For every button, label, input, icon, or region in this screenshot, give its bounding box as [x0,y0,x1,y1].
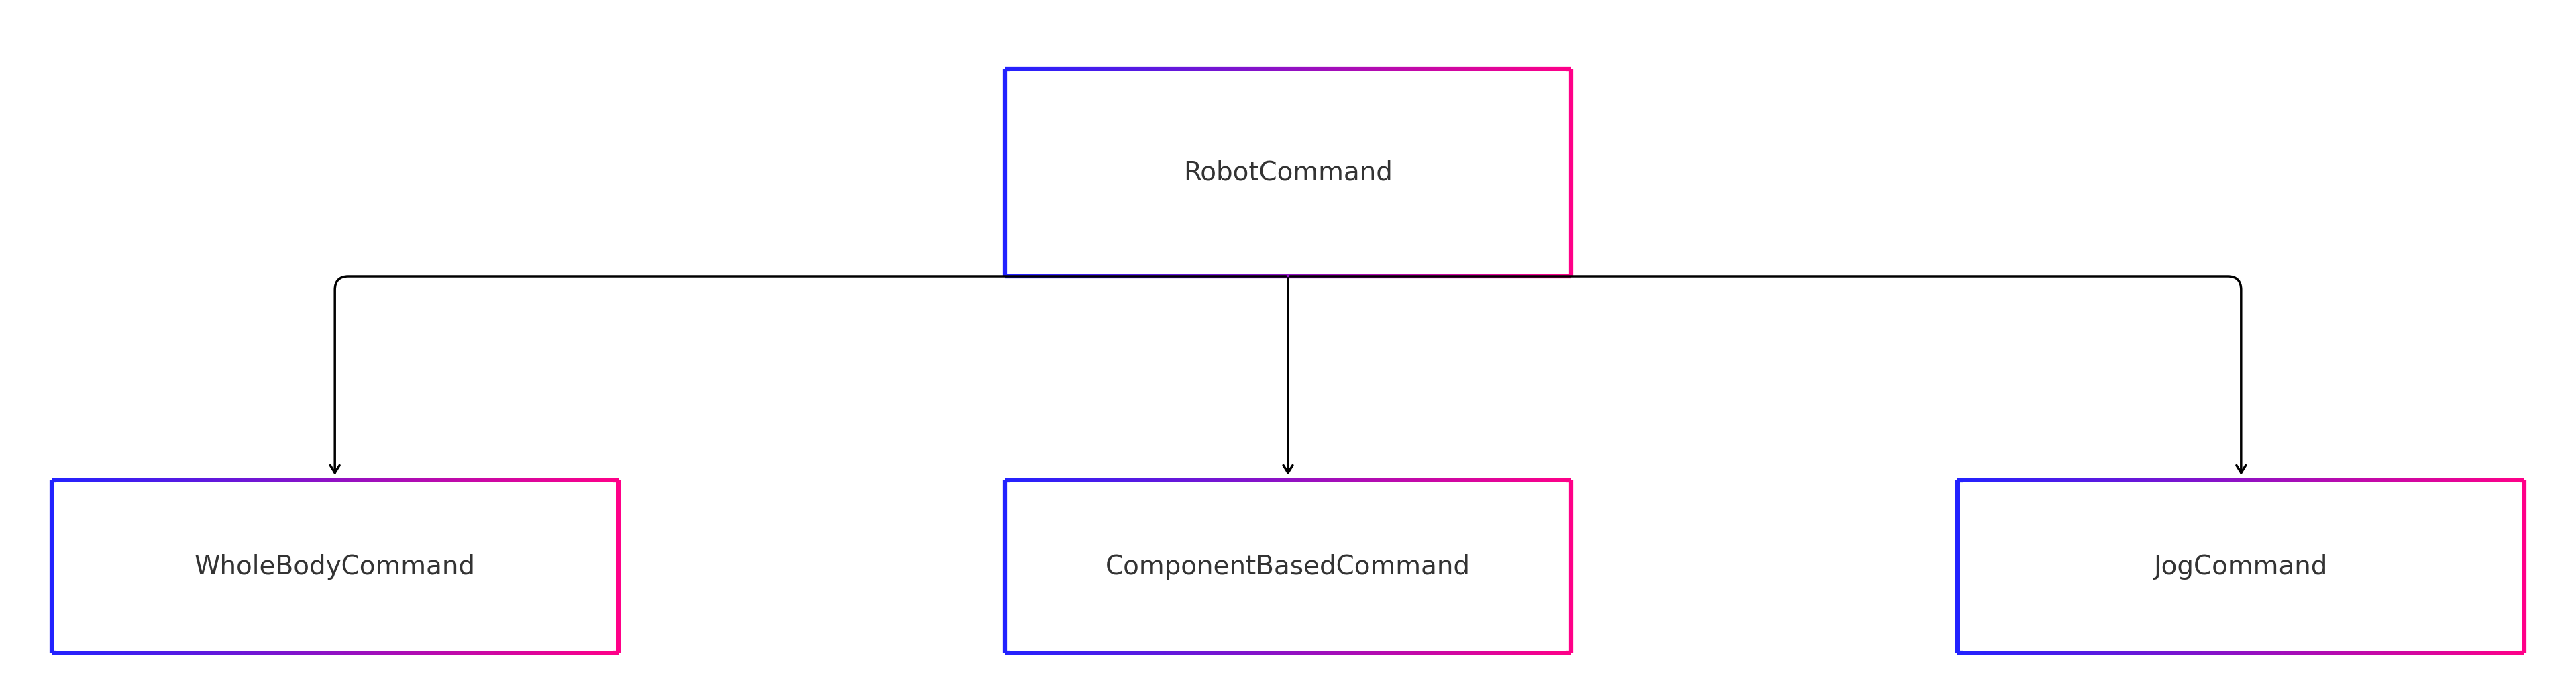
Text: ComponentBasedCommand: ComponentBasedCommand [1105,554,1471,579]
Text: RobotCommand: RobotCommand [1182,160,1394,185]
Text: WholeBodyCommand: WholeBodyCommand [193,554,477,579]
FancyBboxPatch shape [1963,482,2519,651]
FancyBboxPatch shape [1010,482,1566,651]
Text: JogCommand: JogCommand [2154,554,2329,579]
FancyBboxPatch shape [57,482,613,651]
FancyBboxPatch shape [1010,71,1566,274]
